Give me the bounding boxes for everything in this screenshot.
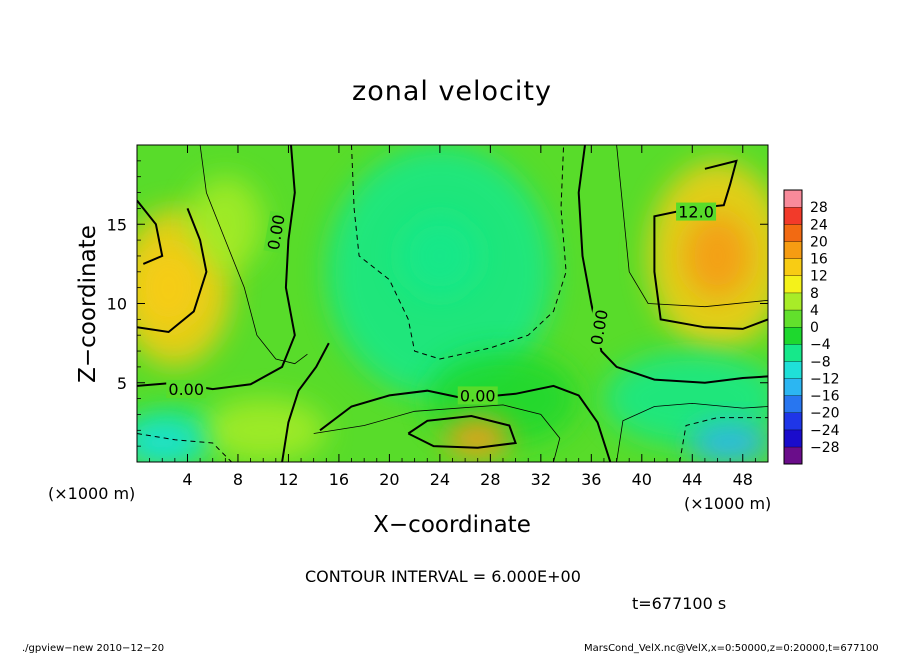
x-tick-label-10: 44 bbox=[682, 470, 702, 489]
x-tick-label-11: 48 bbox=[733, 470, 753, 489]
colorbar-label-0: 28 bbox=[810, 200, 828, 216]
colorbar-segment-5 bbox=[784, 361, 802, 379]
colorbar-label-9: −8 bbox=[810, 354, 831, 370]
colorbar-segment-15 bbox=[784, 190, 802, 208]
negative-contour-0 bbox=[351, 145, 567, 360]
field-region-0 bbox=[137, 246, 202, 329]
field-zone-4 bbox=[187, 176, 264, 272]
x-tick-label-0: 4 bbox=[182, 470, 192, 489]
contour-label-bg-2 bbox=[457, 386, 498, 405]
chart-title: zonal velocity bbox=[352, 76, 552, 107]
x-tick-label-5: 24 bbox=[430, 470, 450, 489]
colorbar-segment-4 bbox=[784, 378, 802, 396]
velocity-field bbox=[137, 145, 768, 462]
colorbar-label-13: −24 bbox=[810, 423, 840, 439]
contour-label-bg-1 bbox=[263, 210, 289, 254]
colorbar-segment-11 bbox=[784, 258, 802, 276]
colorbar-label-14: −28 bbox=[810, 440, 840, 456]
colorbar-segment-10 bbox=[784, 275, 802, 293]
contour-label-bg-4 bbox=[676, 202, 717, 221]
colorbar-label-4: 12 bbox=[810, 269, 828, 285]
time-stamp: t=677100 s bbox=[632, 594, 727, 613]
negative-contour-1 bbox=[137, 433, 232, 462]
colorbar-segment-2 bbox=[784, 412, 802, 430]
contour-label-bg-0 bbox=[166, 380, 207, 399]
x-axis-unit: (×1000 m) bbox=[684, 494, 772, 513]
field-region-4 bbox=[689, 422, 768, 462]
x-tick-label-1: 8 bbox=[233, 470, 243, 489]
x-tick-label-6: 28 bbox=[480, 470, 500, 489]
colorbar-segment-8 bbox=[784, 309, 802, 327]
x-tick-label-2: 12 bbox=[278, 470, 298, 489]
colorbar-label-3: 16 bbox=[810, 252, 828, 268]
colorbar-label-8: −4 bbox=[810, 337, 831, 353]
colorbar-segment-14 bbox=[784, 207, 802, 225]
y-tick-label-2: 15 bbox=[107, 215, 127, 234]
thin-contour-2 bbox=[616, 402, 768, 462]
colorbar-label-12: −20 bbox=[810, 406, 840, 422]
zero-contour-5 bbox=[281, 342, 330, 462]
field-region-5 bbox=[137, 422, 203, 462]
contour-label-4: 12.0 bbox=[678, 203, 714, 222]
footer-left: ./gpview−new 2010−12−20 bbox=[22, 643, 165, 654]
colorbar-label-11: −16 bbox=[810, 389, 840, 405]
field-zone-7 bbox=[200, 398, 327, 462]
y-tick-label-1: 10 bbox=[107, 295, 127, 314]
field-region-2 bbox=[399, 214, 481, 298]
colorbar-segment-6 bbox=[784, 344, 802, 362]
colorbar-segment-0 bbox=[784, 446, 802, 464]
y-axis-label: Z−coordinate bbox=[75, 225, 101, 383]
colorbar-label-2: 20 bbox=[810, 234, 828, 250]
colorbar-label-10: −12 bbox=[810, 371, 840, 387]
zero-contour-1 bbox=[577, 145, 768, 384]
zero-contour-2 bbox=[137, 199, 164, 265]
x-tick-label-7: 32 bbox=[531, 470, 551, 489]
colorbar-label-5: 8 bbox=[810, 286, 819, 302]
colorbar-label-6: 4 bbox=[810, 303, 819, 319]
field-region-1 bbox=[684, 214, 751, 298]
contour-interval-note: CONTOUR INTERVAL = 6.000E+00 bbox=[305, 567, 581, 586]
colorbar-segment-12 bbox=[784, 241, 802, 259]
colorbar-segment-7 bbox=[784, 327, 802, 345]
negative-contour-2 bbox=[679, 417, 768, 462]
x-axis-label: X−coordinate bbox=[373, 512, 531, 538]
thin-contour-3 bbox=[313, 404, 561, 462]
colorbar-segment-3 bbox=[784, 395, 802, 413]
thin-contour-1 bbox=[616, 145, 768, 308]
colorbar-frame bbox=[783, 189, 803, 465]
contour-label-0: 0.00 bbox=[168, 380, 204, 399]
colorbar-segment-9 bbox=[784, 292, 802, 310]
contour-label-bg-3 bbox=[586, 306, 612, 349]
field-zone-5 bbox=[603, 351, 768, 447]
colorbar-label-7: 0 bbox=[810, 320, 819, 336]
x-tick-label-3: 16 bbox=[329, 470, 349, 489]
contour-warm-low bbox=[407, 414, 517, 449]
footer-right: MarsCond_VelX.nc@VelX,x=0:50000,z=0:2000… bbox=[584, 643, 879, 654]
colorbar-segment-1 bbox=[784, 429, 802, 447]
x-origin-unit: (×1000 m) bbox=[48, 484, 136, 503]
x-tick-label-9: 40 bbox=[632, 470, 652, 489]
x-tick-label-4: 20 bbox=[379, 470, 399, 489]
x-tick-label-8: 36 bbox=[581, 470, 601, 489]
contour-12 bbox=[653, 159, 768, 330]
colorbar-label-1: 24 bbox=[810, 217, 828, 233]
field-region-3 bbox=[444, 417, 511, 459]
colorbar-segment-13 bbox=[784, 224, 802, 242]
contour-label-2: 0.00 bbox=[460, 386, 496, 405]
y-tick-label-0: 5 bbox=[117, 374, 127, 393]
zero-contour-3 bbox=[137, 208, 208, 334]
thin-contour-0 bbox=[199, 145, 308, 365]
